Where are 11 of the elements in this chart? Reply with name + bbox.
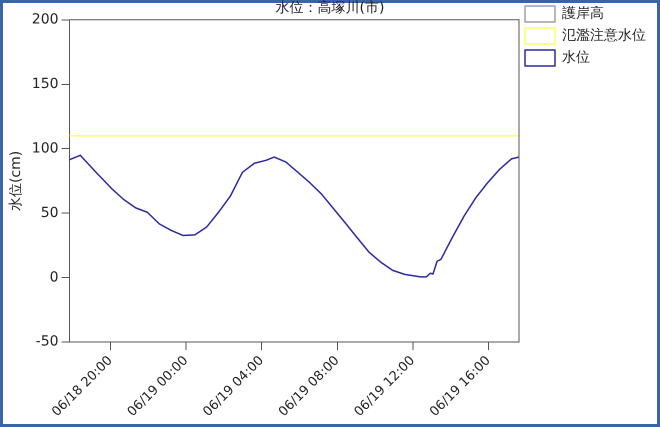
- y-tick-label: 150: [32, 76, 59, 92]
- chart-title: 水位：高塚川(市): [276, 0, 384, 16]
- y-axis-title: 水位(cm): [8, 150, 24, 212]
- legend-label: 護岸高: [562, 6, 604, 22]
- y-tick-label: 50: [40, 204, 59, 221]
- y-tick-label: 0: [50, 269, 59, 286]
- y-tick-label: 200: [32, 11, 59, 28]
- y-tick-label: 100: [32, 140, 59, 156]
- y-tick-label: -50: [36, 334, 59, 350]
- legend-label: 氾濫注意水位: [562, 28, 646, 44]
- legend-label: 水位: [562, 50, 590, 66]
